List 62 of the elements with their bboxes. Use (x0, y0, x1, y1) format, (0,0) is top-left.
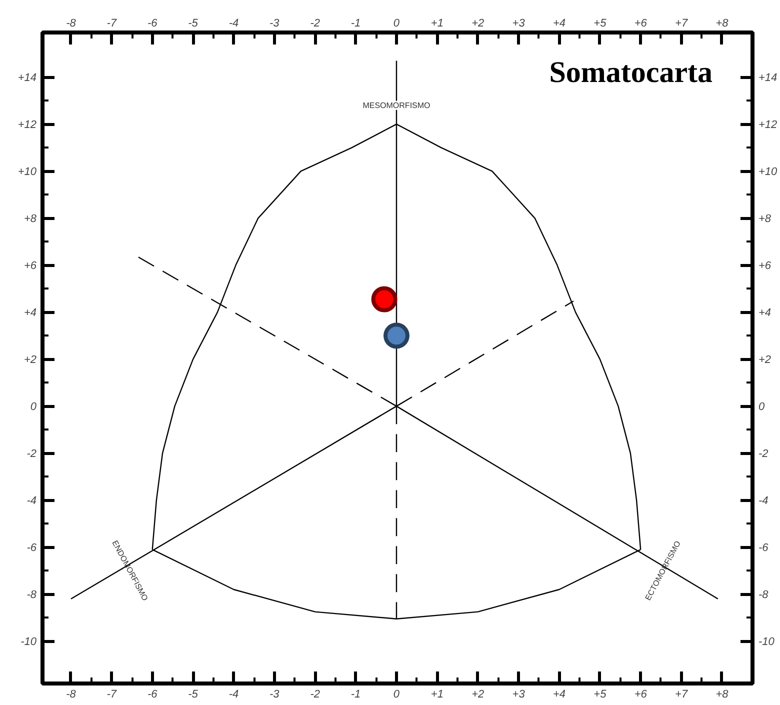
y-tick-label: -8 (26, 589, 38, 602)
x2-tick-label: +8 (716, 688, 730, 700)
y2-tick-label: -2 (758, 448, 768, 460)
x-tick-label: -5 (188, 18, 199, 30)
y-tick-label: -6 (26, 542, 38, 554)
x-tick-label: +3 (512, 18, 526, 30)
y2-tick-label: 0 (758, 401, 766, 414)
y2-tick-label: +4 (758, 307, 772, 320)
x-tick-label: -7 (106, 18, 118, 30)
y2-tick-label: -6 (758, 542, 770, 554)
y-tick-label: +10 (18, 166, 38, 178)
y2-tick-label: +6 (758, 260, 772, 272)
x-tick-label: +6 (634, 18, 648, 30)
y2-tick-label: -8 (758, 589, 770, 602)
x-tick-label: +4 (552, 18, 566, 30)
y2-tick-label: +10 (758, 166, 778, 178)
x-tick-label: +5 (594, 18, 608, 30)
x2-tick-label: -8 (66, 688, 77, 700)
annotation: MESOMORFISMO (362, 100, 430, 110)
y-tick-label: +6 (24, 260, 38, 272)
x2-tick-label: +1 (430, 688, 444, 700)
x2-tick-label: -2 (310, 688, 320, 700)
y-tick-label: +12 (18, 119, 37, 132)
text: Somatocarta (549, 56, 713, 89)
x-tick-label: -4 (228, 18, 239, 30)
x-tick-label: +2 (472, 18, 484, 30)
y2-tick-label: +14 (758, 72, 778, 84)
x-tick-label: -6 (147, 18, 158, 30)
x2-tick-label: -7 (106, 688, 118, 700)
y2-tick-label: +8 (758, 213, 772, 226)
y-tick-label: +2 (24, 354, 37, 366)
y-tick-label: +8 (24, 213, 38, 226)
x2-tick-label: -4 (228, 688, 239, 700)
x-tick-label: 0 (393, 18, 400, 30)
x-tick-label: -1 (350, 18, 361, 30)
x2-tick-label: 0 (393, 688, 400, 700)
x2-tick-label: +3 (512, 688, 526, 700)
y-tick-label: -4 (26, 495, 36, 508)
y-tick-label: 0 (30, 401, 38, 414)
x-tick-label: +7 (675, 18, 688, 30)
x2-tick-label: -5 (188, 688, 199, 700)
x2-tick-label: +6 (634, 688, 648, 700)
y2-tick-label: -10 (758, 636, 776, 648)
y-tick-label: -10 (20, 636, 38, 648)
x-tick-label: +1 (430, 18, 444, 30)
y-tick-label: +14 (18, 72, 37, 84)
x2-tick-label: -3 (270, 688, 280, 700)
y-tick-label: +4 (24, 307, 37, 320)
x2-tick-label: +5 (594, 688, 608, 700)
x2-tick-label: -1 (350, 688, 361, 700)
x-tick-label: -2 (310, 18, 320, 30)
x-tick-label: +8 (716, 18, 730, 30)
x2-tick-label: +2 (472, 688, 484, 700)
y2-tick-label: +12 (758, 119, 778, 132)
x2-tick-label: +4 (552, 688, 566, 700)
x-tick-label: -3 (270, 18, 280, 30)
x2-tick-label: +7 (675, 688, 688, 700)
y2-tick-label: -4 (758, 495, 768, 508)
x2-tick-label: -6 (147, 688, 158, 700)
y-tick-label: -2 (26, 448, 36, 460)
y2-tick-label: +2 (758, 354, 772, 366)
x-tick-label: -8 (66, 18, 77, 30)
